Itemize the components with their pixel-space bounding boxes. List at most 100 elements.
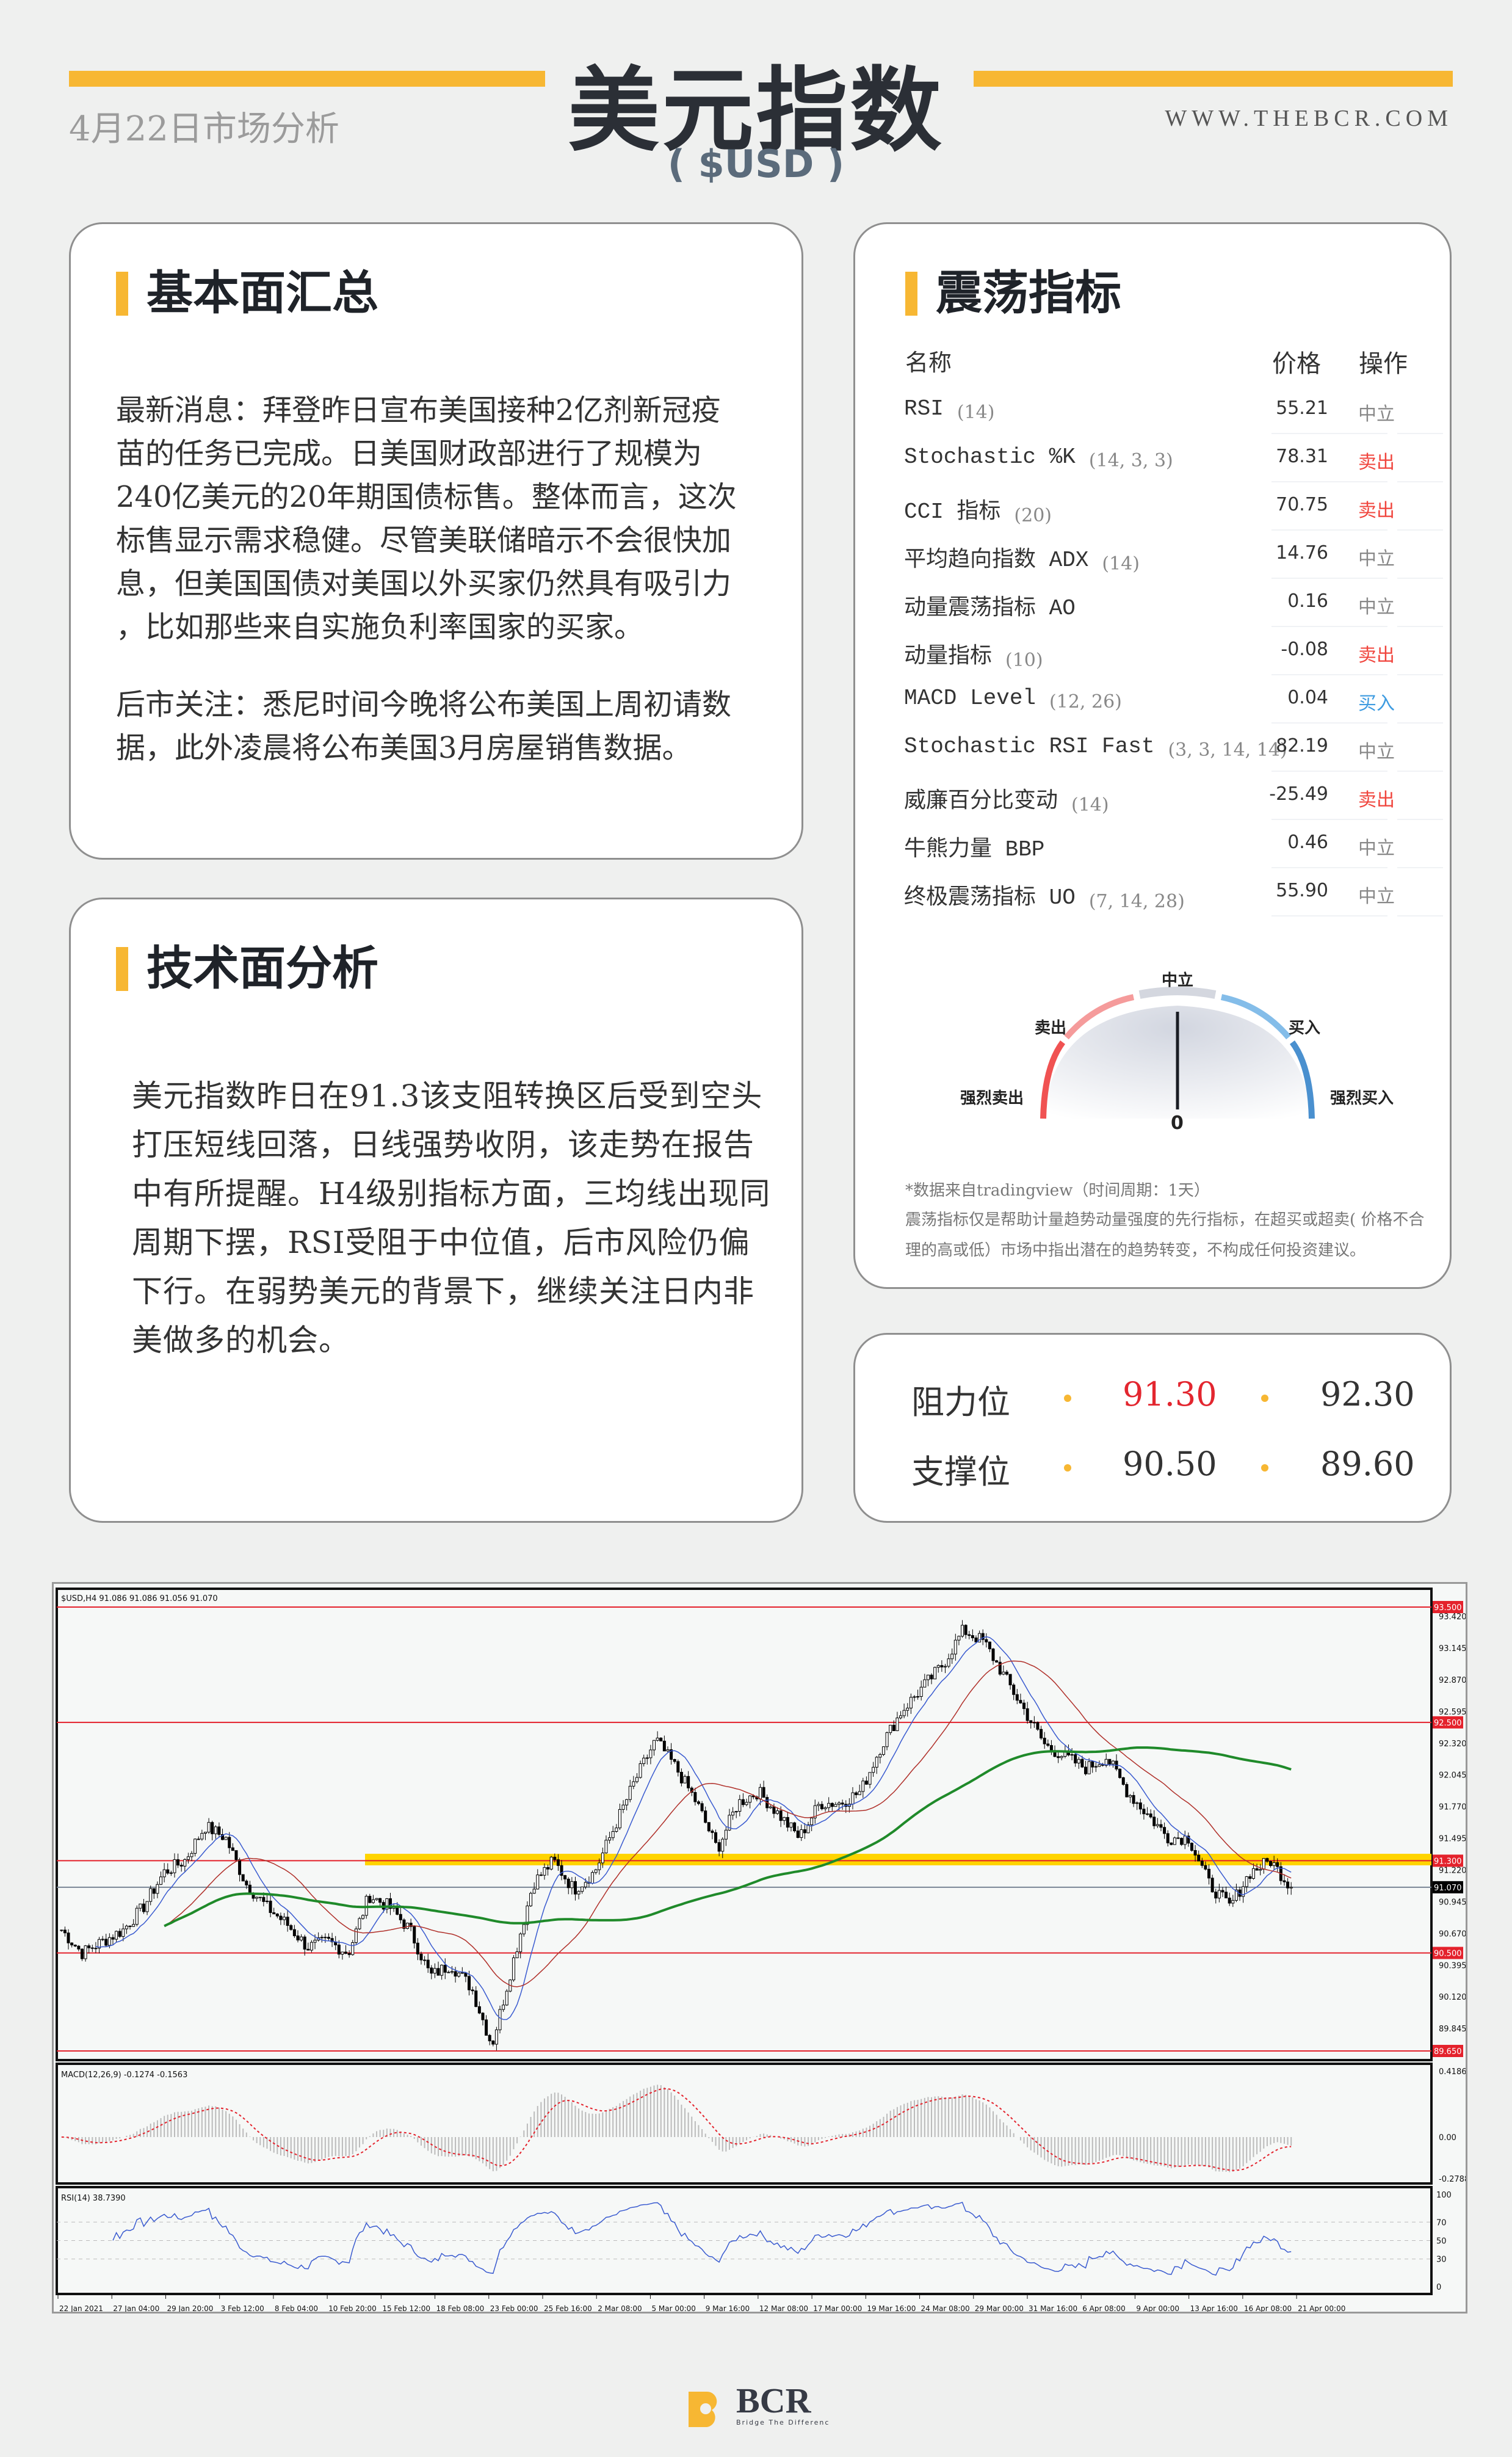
indicator-value: 0.46 (1287, 832, 1328, 853)
candle-body (1002, 1671, 1005, 1675)
candle-body (700, 1803, 704, 1812)
candle-body (991, 1649, 995, 1661)
candle-body (594, 1869, 598, 1873)
candle-body (748, 1795, 752, 1803)
candle-body (1108, 1758, 1112, 1765)
rsi-label: RSI(14) 38.7390 (61, 2194, 126, 2203)
candle-body (851, 1792, 855, 1805)
header-bar-right (974, 71, 1453, 87)
ma-fast-line (95, 1636, 1292, 2020)
candle-body (864, 1780, 868, 1785)
date-tick: 8 Feb 04:00 (275, 2304, 318, 2312)
candle-body (806, 1824, 810, 1834)
indicator-value: 70.75 (1276, 494, 1328, 515)
candle-body (1046, 1743, 1050, 1746)
row-divider (1397, 626, 1443, 627)
candle-body (817, 1804, 820, 1806)
candle-body (642, 1757, 646, 1764)
candle-body (1214, 1892, 1218, 1899)
candle-body (296, 1935, 300, 1940)
candle-body (104, 1939, 108, 1946)
oscillator-row: 平均趋向指数 ADX (14) 14.76 中立 (855, 541, 1453, 589)
candle-body (632, 1781, 635, 1787)
candle-body (203, 1832, 207, 1834)
candle-body (324, 1937, 327, 1939)
candle-body (793, 1822, 797, 1832)
candle-body (279, 1915, 283, 1920)
candle-body (162, 1869, 166, 1878)
date-tick: 24 Mar 08:00 (921, 2304, 970, 2312)
indicator-label: 动量震荡指标 AO (904, 596, 1076, 621)
date-tick: 5 Mar 00:00 (651, 2304, 696, 2312)
macd-signal-line (61, 2088, 1292, 2171)
date-tick: 27 Jan 04:00 (113, 2304, 159, 2312)
candle-body (762, 1787, 765, 1798)
candle-body (529, 1893, 533, 1906)
date-tick: 29 Mar 00:00 (975, 2304, 1024, 2312)
candle-body (159, 1876, 163, 1885)
candle-body (868, 1772, 872, 1785)
candle-body (433, 1968, 436, 1974)
header-bar-left (69, 71, 545, 87)
date-tick: 31 Mar 16:00 (1029, 2304, 1077, 2312)
resistance-zone (365, 1854, 1431, 1865)
candle-body (841, 1802, 844, 1805)
price-tick: 90.395 (1439, 1961, 1466, 1970)
candle-body (1104, 1758, 1108, 1766)
candle-body (837, 1802, 841, 1805)
date-tick: 13 Apr 16:00 (1190, 2304, 1238, 2312)
candle-body (125, 1925, 128, 1929)
resistance-level-1: 91.30 (1123, 1375, 1217, 1414)
candle-body (670, 1749, 673, 1760)
candle-body (1043, 1738, 1046, 1744)
candle-body (494, 2029, 498, 2045)
candle-body (447, 1972, 450, 1973)
website-link[interactable]: WWW.THEBCR.COM (1165, 106, 1453, 131)
row-divider (1397, 433, 1443, 434)
indicator-value: 14.76 (1276, 542, 1328, 564)
price-tick: 92.320 (1439, 1740, 1466, 1749)
candle-body (628, 1785, 632, 1800)
candle-body (974, 1637, 978, 1642)
candle-body (1272, 1862, 1276, 1867)
date-tick: 23 Feb 00:00 (490, 2304, 538, 2312)
price-tick: 91.495 (1439, 1835, 1466, 1844)
candle-body (200, 1833, 204, 1840)
indicator-name: 动量震荡指标 AO (904, 589, 1089, 621)
rsi-tick: 0 (1436, 2283, 1441, 2292)
candle-body (1207, 1868, 1211, 1879)
candle-body (224, 1837, 228, 1840)
candle-body (1080, 1758, 1084, 1768)
candle-body (1221, 1890, 1224, 1893)
card-title: 震荡指标 (905, 266, 1121, 321)
candle-body (625, 1799, 629, 1806)
candle-body (653, 1740, 656, 1751)
candle-body (258, 1896, 262, 1898)
text-line: ，比如那些来自实施负利率国家的买家。 (116, 610, 644, 644)
candle-body (591, 1872, 595, 1884)
candle-body (526, 1905, 529, 1925)
candle-body (1234, 1889, 1238, 1901)
oscillator-row: CCI 指标 (20) 70.75 卖出 (855, 493, 1453, 541)
candle-body (152, 1888, 156, 1894)
row-divider (1397, 867, 1443, 868)
price-chart[interactable]: $USD,H4 91.086 91.086 91.056 91.070 93.50… (52, 1582, 1469, 2314)
indicator-action: 中立 (1358, 597, 1395, 618)
price-tick: 90.945 (1439, 1898, 1466, 1907)
candle-body (292, 1929, 296, 1936)
candle-body (673, 1758, 676, 1762)
bullet-dot (1064, 1464, 1071, 1472)
candle-body (539, 1875, 543, 1876)
level-tag (1433, 1716, 1463, 1729)
date-tick: 17 Mar 00:00 (813, 2304, 862, 2312)
candle-body (985, 1639, 988, 1642)
candle-body (166, 1869, 170, 1874)
candle-body (245, 1881, 248, 1885)
candle-body (426, 1959, 430, 1969)
candle-body (786, 1816, 789, 1828)
candle-body (638, 1763, 642, 1778)
candle-body (375, 1898, 378, 1900)
candle-body (635, 1777, 638, 1782)
candle-body (666, 1749, 670, 1752)
candle-body (347, 1953, 351, 1955)
